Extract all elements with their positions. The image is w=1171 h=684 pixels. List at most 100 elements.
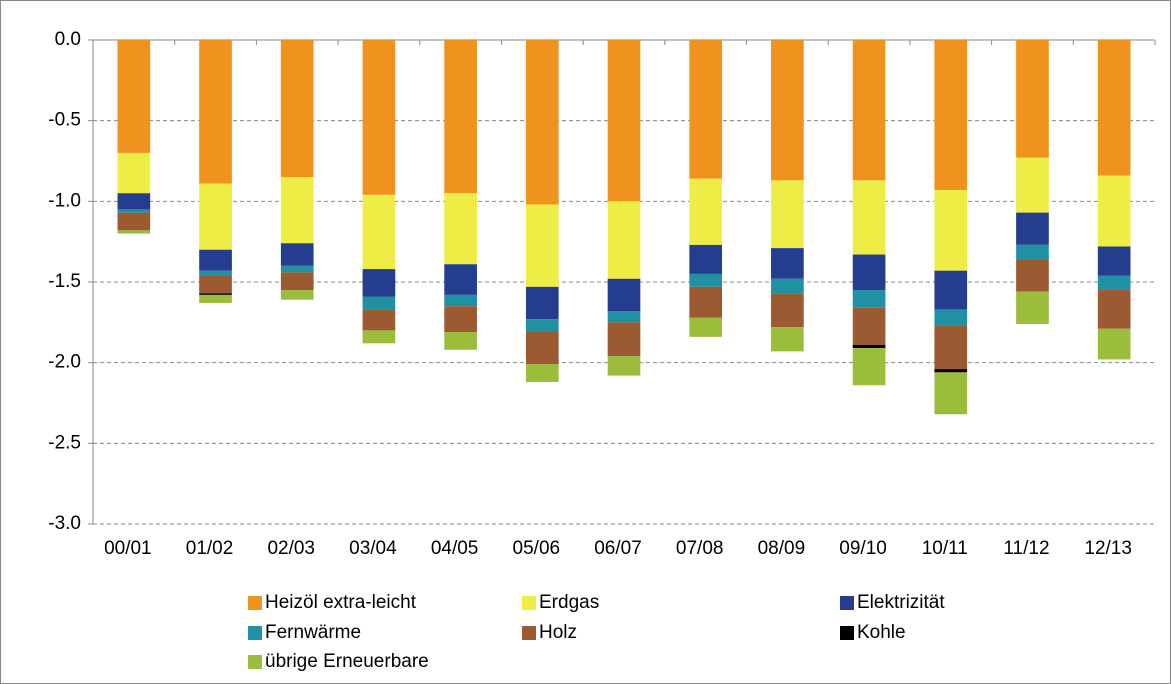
- legend-label: Holz: [539, 622, 577, 643]
- legend-swatch: [522, 596, 536, 610]
- bar-segment: [525, 332, 559, 365]
- bar-segment: [934, 369, 968, 373]
- y-tick-label: -1.0: [48, 190, 81, 211]
- bar-segment: [444, 264, 477, 295]
- legend-swatch: [248, 655, 262, 669]
- bar-segment: [689, 286, 723, 318]
- bar-segment: [1016, 157, 1049, 213]
- bar-segment: [199, 249, 232, 271]
- bar-segment: [771, 248, 804, 279]
- bar-segment: [852, 307, 886, 345]
- x-tick-label: 00/01: [104, 538, 152, 559]
- x-tick-label: 04/05: [431, 538, 479, 559]
- bar-segment: [525, 40, 559, 205]
- bar-segment: [199, 270, 232, 276]
- bar-segment: [444, 332, 477, 350]
- bar-segment: [852, 348, 886, 386]
- y-tick-label: -3.0: [48, 513, 81, 534]
- bar-segment: [771, 278, 804, 294]
- bar-segment: [525, 319, 559, 333]
- bar-segment: [1016, 40, 1049, 158]
- legend-label: Erdgas: [539, 592, 599, 613]
- bar-segment: [689, 244, 723, 274]
- legend-swatch: [840, 626, 854, 640]
- bar-segment: [1097, 175, 1131, 247]
- bar-segment: [444, 294, 477, 307]
- bar-segment: [934, 372, 968, 415]
- x-tick-label: 07/08: [676, 538, 724, 559]
- legend-label: Elektrizität: [857, 592, 945, 613]
- bar-segment: [934, 40, 968, 191]
- bar-segment: [117, 230, 151, 234]
- y-tick-label: -0.5: [48, 110, 81, 131]
- y-tick-label: -2.0: [48, 352, 81, 373]
- bar-segment: [771, 327, 804, 352]
- bar-segment: [607, 40, 641, 202]
- bar-segment: [1097, 328, 1131, 360]
- bar-segment: [1097, 246, 1131, 276]
- bar-segment: [280, 265, 314, 273]
- legend-swatch: [248, 596, 262, 610]
- bar-segment: [525, 364, 559, 383]
- bar-segment: [934, 325, 968, 370]
- bar-segment: [199, 275, 232, 294]
- bar-segment: [117, 212, 151, 231]
- legend-swatch: [840, 596, 854, 610]
- bar-segment: [199, 40, 232, 184]
- bar-segment: [1016, 291, 1049, 324]
- bar-segment: [280, 40, 314, 178]
- bar-segment: [934, 190, 968, 271]
- bar-segment: [689, 273, 723, 287]
- x-tick-label: 10/11: [922, 538, 968, 559]
- x-tick-label: 02/03: [267, 538, 315, 559]
- y-tick-label: -1.5: [48, 271, 81, 292]
- bar-segment: [525, 204, 559, 287]
- bar-segment: [1016, 244, 1049, 260]
- bar-segment: [362, 296, 396, 310]
- bar-segment: [362, 194, 396, 270]
- bar-segment: [117, 40, 151, 153]
- legend-label: Fernwärme: [265, 622, 361, 643]
- bar-segment: [607, 311, 641, 323]
- x-tick-label: 01/02: [186, 538, 234, 559]
- legend-label: übrige Erneuerbare: [265, 651, 429, 672]
- bar-segment: [362, 269, 396, 297]
- bar-segment: [607, 356, 641, 376]
- bar-segment: [1016, 212, 1049, 245]
- bar-segment: [117, 209, 151, 213]
- x-tick-label: 08/09: [758, 538, 806, 559]
- bar-segment: [525, 286, 559, 320]
- bar-segment: [689, 178, 723, 245]
- bar-segment: [362, 309, 396, 331]
- bar-segment: [852, 180, 886, 255]
- bar-segment: [934, 309, 968, 326]
- bar-segment: [852, 290, 886, 308]
- legend-swatch: [248, 626, 262, 640]
- bar-segment: [852, 254, 886, 291]
- bar-segment: [852, 40, 886, 181]
- bar-segment: [280, 177, 314, 244]
- bar-segment: [280, 272, 314, 291]
- bar-segment: [607, 322, 641, 357]
- bar-segment: [362, 330, 396, 344]
- bar-segment: [689, 317, 723, 337]
- bar-segment: [444, 40, 477, 194]
- bar-segment: [280, 243, 314, 266]
- x-tick-label: 09/10: [839, 538, 887, 559]
- bar-segment: [1097, 275, 1131, 291]
- bar-segment: [771, 293, 804, 328]
- y-tick-label: -2.5: [48, 432, 81, 453]
- bar-segment: [852, 344, 886, 349]
- legend-label: Kohle: [857, 622, 906, 643]
- bar-segment: [117, 152, 151, 194]
- bar-segment: [199, 294, 232, 303]
- bar-segment: [771, 40, 804, 181]
- x-tick-label: 05/06: [513, 538, 561, 559]
- legend-swatch: [522, 626, 536, 640]
- bar-segment: [444, 193, 477, 265]
- x-tick-label: 06/07: [594, 538, 642, 559]
- bar-segment: [1097, 290, 1131, 329]
- bar-segment: [771, 180, 804, 249]
